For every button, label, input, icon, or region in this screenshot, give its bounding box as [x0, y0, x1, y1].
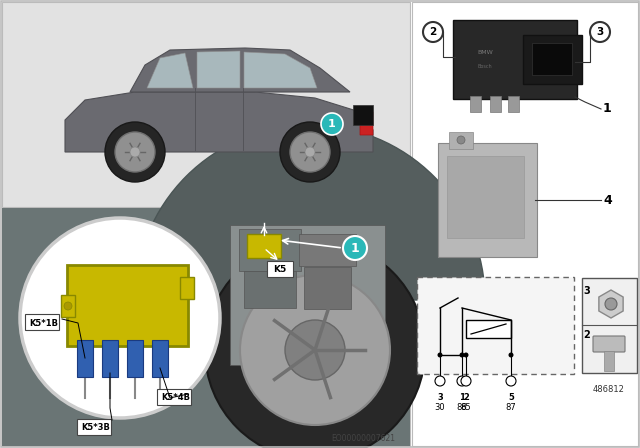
- Text: 85: 85: [461, 403, 471, 412]
- Text: 3: 3: [437, 393, 443, 402]
- Circle shape: [305, 147, 315, 157]
- FancyBboxPatch shape: [152, 340, 168, 377]
- FancyBboxPatch shape: [157, 389, 191, 405]
- Text: 1: 1: [459, 393, 465, 402]
- Circle shape: [423, 22, 443, 42]
- Text: K5*1B: K5*1B: [29, 319, 58, 327]
- Circle shape: [506, 376, 516, 386]
- Text: 3: 3: [596, 27, 604, 37]
- Circle shape: [460, 353, 465, 358]
- Bar: [466, 320, 511, 338]
- FancyBboxPatch shape: [25, 314, 58, 330]
- FancyBboxPatch shape: [127, 340, 143, 377]
- Text: 2: 2: [429, 27, 436, 37]
- Polygon shape: [147, 53, 193, 88]
- FancyBboxPatch shape: [299, 234, 356, 266]
- Text: 87: 87: [506, 403, 516, 412]
- Text: Bosch: Bosch: [477, 65, 492, 69]
- FancyBboxPatch shape: [230, 225, 385, 365]
- Text: 1: 1: [351, 241, 360, 254]
- Circle shape: [509, 353, 513, 358]
- Wedge shape: [135, 125, 485, 300]
- FancyBboxPatch shape: [180, 277, 194, 299]
- Circle shape: [461, 376, 471, 386]
- Bar: [70, 140, 365, 152]
- Text: 1: 1: [603, 103, 612, 116]
- FancyBboxPatch shape: [523, 35, 582, 84]
- Text: BMW: BMW: [477, 49, 493, 55]
- Text: 30: 30: [435, 403, 445, 412]
- Bar: [412, 2, 638, 446]
- Circle shape: [457, 376, 467, 386]
- Circle shape: [321, 113, 343, 135]
- FancyBboxPatch shape: [532, 43, 572, 75]
- FancyBboxPatch shape: [239, 229, 301, 271]
- FancyBboxPatch shape: [490, 96, 500, 112]
- Text: K5*3B: K5*3B: [81, 423, 110, 432]
- Circle shape: [438, 353, 442, 358]
- Circle shape: [463, 353, 468, 358]
- FancyBboxPatch shape: [438, 143, 537, 257]
- Circle shape: [285, 320, 345, 380]
- Text: 4: 4: [603, 194, 612, 207]
- FancyBboxPatch shape: [304, 267, 351, 309]
- Bar: [2, 208, 410, 446]
- FancyBboxPatch shape: [244, 271, 296, 308]
- FancyBboxPatch shape: [267, 261, 293, 277]
- Polygon shape: [65, 92, 373, 152]
- Circle shape: [105, 122, 165, 182]
- Circle shape: [240, 275, 390, 425]
- Circle shape: [130, 147, 140, 157]
- Circle shape: [64, 302, 72, 310]
- Text: K5*4B: K5*4B: [161, 393, 190, 402]
- FancyBboxPatch shape: [247, 234, 281, 258]
- Polygon shape: [244, 52, 317, 88]
- FancyBboxPatch shape: [102, 340, 118, 377]
- Circle shape: [115, 132, 155, 172]
- FancyBboxPatch shape: [77, 419, 111, 435]
- FancyBboxPatch shape: [447, 156, 524, 238]
- Bar: [582, 278, 637, 373]
- Polygon shape: [360, 112, 373, 135]
- FancyBboxPatch shape: [449, 132, 473, 149]
- Text: K5: K5: [273, 264, 287, 273]
- Circle shape: [290, 132, 330, 172]
- Bar: [2, 2, 410, 207]
- Circle shape: [590, 22, 610, 42]
- FancyBboxPatch shape: [593, 336, 625, 352]
- Circle shape: [343, 236, 367, 260]
- FancyBboxPatch shape: [470, 96, 481, 112]
- Circle shape: [605, 298, 617, 310]
- Polygon shape: [599, 290, 623, 318]
- Text: EO00000007621: EO00000007621: [331, 434, 395, 443]
- Circle shape: [280, 122, 340, 182]
- Bar: [2, 208, 410, 446]
- Text: 5: 5: [508, 393, 514, 402]
- FancyBboxPatch shape: [417, 277, 574, 374]
- Circle shape: [205, 240, 425, 448]
- Text: 3: 3: [584, 286, 590, 296]
- Text: 1: 1: [328, 119, 336, 129]
- Circle shape: [20, 218, 220, 418]
- Bar: [353, 105, 373, 125]
- Circle shape: [435, 376, 445, 386]
- Polygon shape: [130, 48, 350, 92]
- Text: 2: 2: [463, 393, 469, 402]
- FancyBboxPatch shape: [77, 340, 93, 377]
- Text: 2: 2: [584, 330, 590, 340]
- Polygon shape: [197, 51, 240, 88]
- FancyBboxPatch shape: [61, 295, 75, 317]
- Text: 486812: 486812: [593, 385, 625, 394]
- Circle shape: [457, 136, 465, 144]
- Bar: [604, 351, 614, 371]
- FancyBboxPatch shape: [508, 96, 518, 112]
- Text: 86: 86: [456, 403, 467, 412]
- FancyBboxPatch shape: [67, 265, 188, 346]
- FancyBboxPatch shape: [453, 20, 577, 99]
